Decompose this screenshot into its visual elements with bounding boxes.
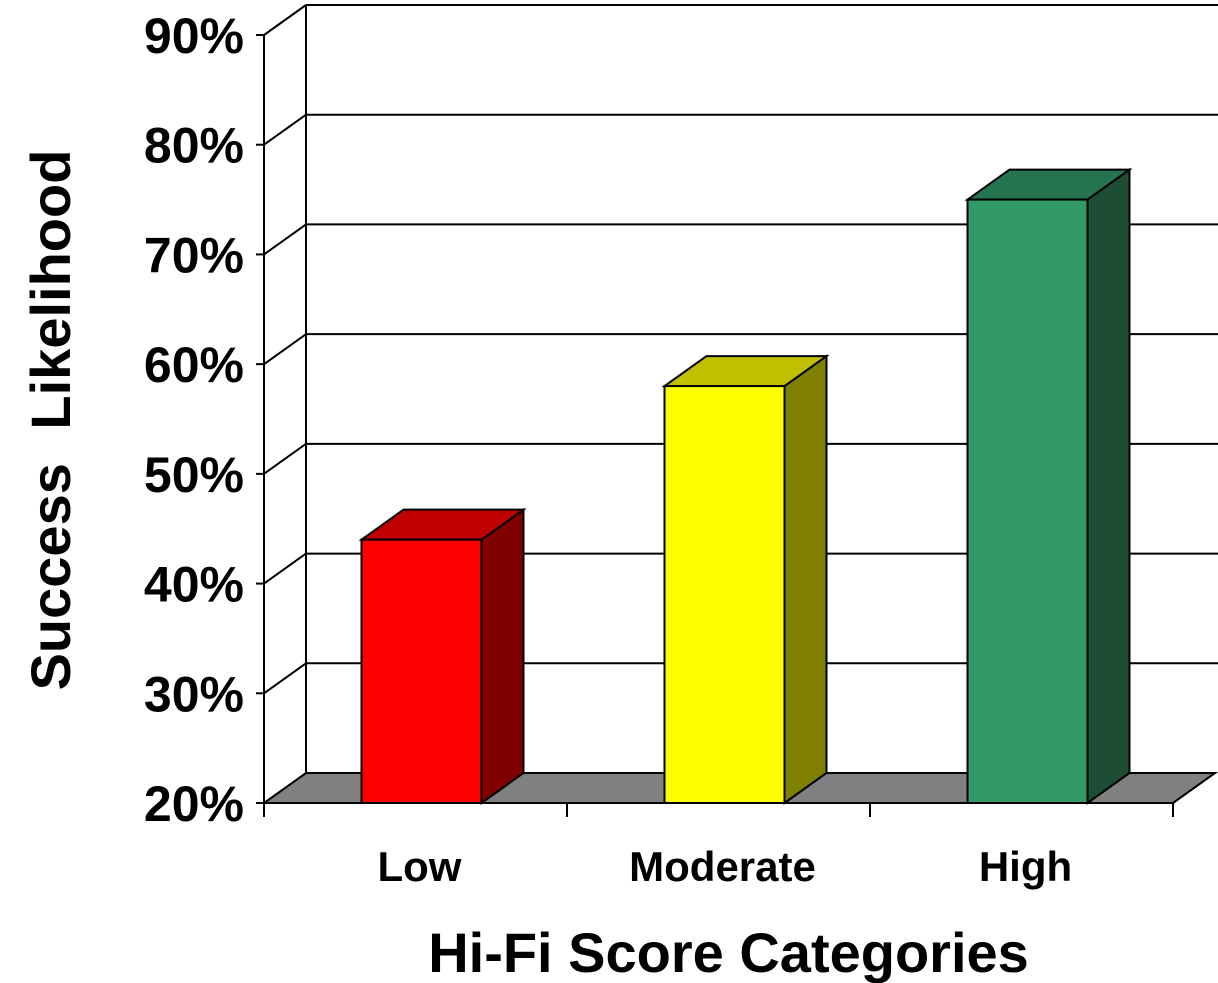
bar-side xyxy=(785,356,827,803)
bar-low xyxy=(362,510,524,803)
bars xyxy=(362,170,1130,803)
gridline-side xyxy=(264,224,306,254)
x-axis-title: Hi-Fi Score Categories xyxy=(428,921,1029,983)
y-tick-label: 50% xyxy=(144,447,244,503)
bar-side xyxy=(482,510,524,803)
y-tick-label: 90% xyxy=(144,8,244,64)
gridline-side xyxy=(264,663,306,693)
gridline-side xyxy=(264,554,306,584)
y-tick-label: 80% xyxy=(144,118,244,174)
x-category-label: High xyxy=(979,843,1072,890)
bar-moderate xyxy=(665,356,827,803)
bar-front xyxy=(665,386,785,803)
gridline-side xyxy=(264,334,306,364)
y-tick-label: 70% xyxy=(144,227,244,283)
gridline-side xyxy=(264,115,306,145)
gridline-side xyxy=(264,444,306,474)
bar-high xyxy=(968,170,1130,803)
y-axis-title: Success Likelihood xyxy=(19,150,82,691)
y-tick-label: 20% xyxy=(144,776,244,832)
gridline-side xyxy=(264,5,306,35)
x-category-label: Moderate xyxy=(629,843,816,890)
y-tick-label: 60% xyxy=(144,337,244,393)
bar-side xyxy=(1088,170,1130,803)
bar-front xyxy=(362,540,482,803)
bar-front xyxy=(968,200,1088,803)
y-tick-label: 30% xyxy=(144,666,244,722)
y-tick-label: 40% xyxy=(144,557,244,613)
labels: 20% 30% 40% 50% 60% 70% 80% 90% Low Moderate High xyxy=(144,8,1072,890)
x-category-label: Low xyxy=(378,843,462,890)
